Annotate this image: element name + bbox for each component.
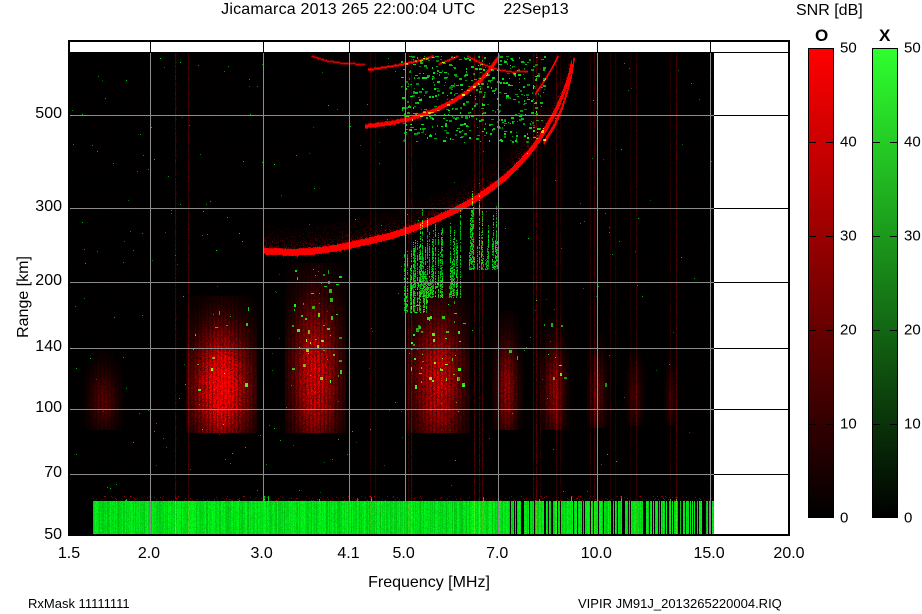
colorbar-tick-mark: [890, 142, 897, 143]
v-gridline: [405, 53, 406, 534]
x-tick-label: 5.0: [392, 545, 415, 562]
colorbar-tick-mark: [809, 142, 816, 143]
colorbar-tick-mark: [826, 424, 833, 425]
page-title: Jicamarca 2013 265 22:00:04 UTC 22Sep13: [221, 1, 569, 18]
colorbar-tick-mark: [873, 424, 880, 425]
y-tick-label: 70: [44, 464, 62, 482]
colorbar-x-head: X: [879, 26, 891, 45]
x-tick-label: 1.5: [57, 545, 81, 562]
colorbar-tick-label: 20: [840, 321, 857, 339]
h-gridline: [714, 115, 788, 116]
x-tick-label: 2.0: [137, 545, 161, 562]
colorbar-tick-mark: [826, 142, 833, 143]
plot-top-band: [70, 42, 788, 53]
colorbar-tick-label: 30: [904, 227, 921, 245]
h-gridline: [70, 115, 714, 116]
v-gridline-tick: [498, 42, 499, 53]
y-tick-label: 100: [35, 399, 62, 417]
colorbar-tick-mark: [809, 236, 816, 237]
h-gridline: [714, 208, 788, 209]
y-tick-label: 140: [35, 337, 62, 355]
footer-rxmask: RxMask 11111111: [28, 596, 130, 611]
v-gridline: [710, 53, 711, 534]
colorbar-tick-label: 30: [840, 227, 857, 245]
ionogram-plot: [68, 40, 790, 536]
h-gridline: [70, 208, 714, 209]
colorbar-title: SNR [dB]: [796, 2, 863, 19]
colorbar-tick-label: 40: [904, 133, 921, 151]
colorbar-o-head: O: [815, 26, 829, 45]
ionogram-canvas: [70, 53, 714, 534]
v-gridline-tick: [405, 42, 406, 53]
colorbar-tick-mark: [873, 142, 880, 143]
y-tick-label: 500: [35, 104, 62, 122]
v-gridline-tick: [349, 42, 350, 53]
v-gridline-tick: [710, 42, 711, 53]
y-tick-label: 50: [44, 526, 62, 543]
x-axis-label: Frequency [MHz]: [368, 574, 490, 591]
colorbar-tick-mark: [826, 330, 833, 331]
y-tick-label: 300: [35, 198, 62, 216]
v-gridline: [498, 53, 499, 534]
v-gridline: [150, 53, 151, 534]
h-gridline: [714, 282, 788, 283]
ionogram-data-region: [70, 53, 714, 534]
colorbar-tick-label: 0: [840, 509, 849, 527]
colorbar-tick-mark: [826, 236, 833, 237]
h-gridline: [714, 474, 788, 475]
colorbar-tick-mark: [809, 424, 816, 425]
colorbar-tick-label: 40: [840, 133, 857, 151]
colorbar-tick-label: 10: [904, 415, 921, 433]
x-tick-label: 10.0: [580, 545, 612, 562]
colorbar-tick-label: 20: [904, 321, 921, 339]
colorbar-x-mode: [872, 48, 898, 518]
x-tick-label: 4.1: [337, 545, 360, 562]
plot-inner-area: [70, 42, 788, 534]
v-gridline-tick: [150, 42, 151, 53]
h-gridline: [70, 282, 714, 283]
v-gridline: [597, 53, 598, 534]
x-tick-label: 7.0: [486, 545, 509, 562]
y-axis-label: Range [km]: [15, 256, 32, 338]
colorbar-tick-mark: [890, 236, 897, 237]
x-tick-label: 15.0: [693, 545, 725, 562]
h-gridline: [714, 348, 788, 349]
v-gridline: [349, 53, 350, 534]
v-gridline-tick: [263, 42, 264, 53]
h-gridline: [70, 409, 714, 410]
x-tick-label: 20.0: [773, 545, 805, 562]
colorbar-tick-mark: [890, 424, 897, 425]
y-tick-label: 200: [35, 272, 62, 290]
x-tick-label: 3.0: [250, 545, 273, 562]
h-gridline: [70, 348, 714, 349]
colorbar-tick-mark: [873, 236, 880, 237]
y-axis-ticks: 500 300 200 140 100 70 50: [0, 0, 62, 614]
colorbar-tick-mark: [873, 330, 880, 331]
colorbar-tick-label: 50: [840, 39, 857, 57]
colorbar-tick-label: 10: [840, 415, 857, 433]
colorbar-o-mode: [808, 48, 834, 518]
h-gridline: [70, 474, 714, 475]
colorbar-tick-label: 0: [904, 509, 913, 527]
footer-filename: VIPIR JM91J_2013265220004.RIQ: [578, 596, 782, 611]
h-gridline: [714, 409, 788, 410]
colorbar-tick-mark: [809, 330, 816, 331]
colorbar-tick-label: 50: [904, 39, 921, 57]
v-gridline-tick: [597, 42, 598, 53]
v-gridline: [263, 53, 264, 534]
colorbar-tick-mark: [890, 330, 897, 331]
